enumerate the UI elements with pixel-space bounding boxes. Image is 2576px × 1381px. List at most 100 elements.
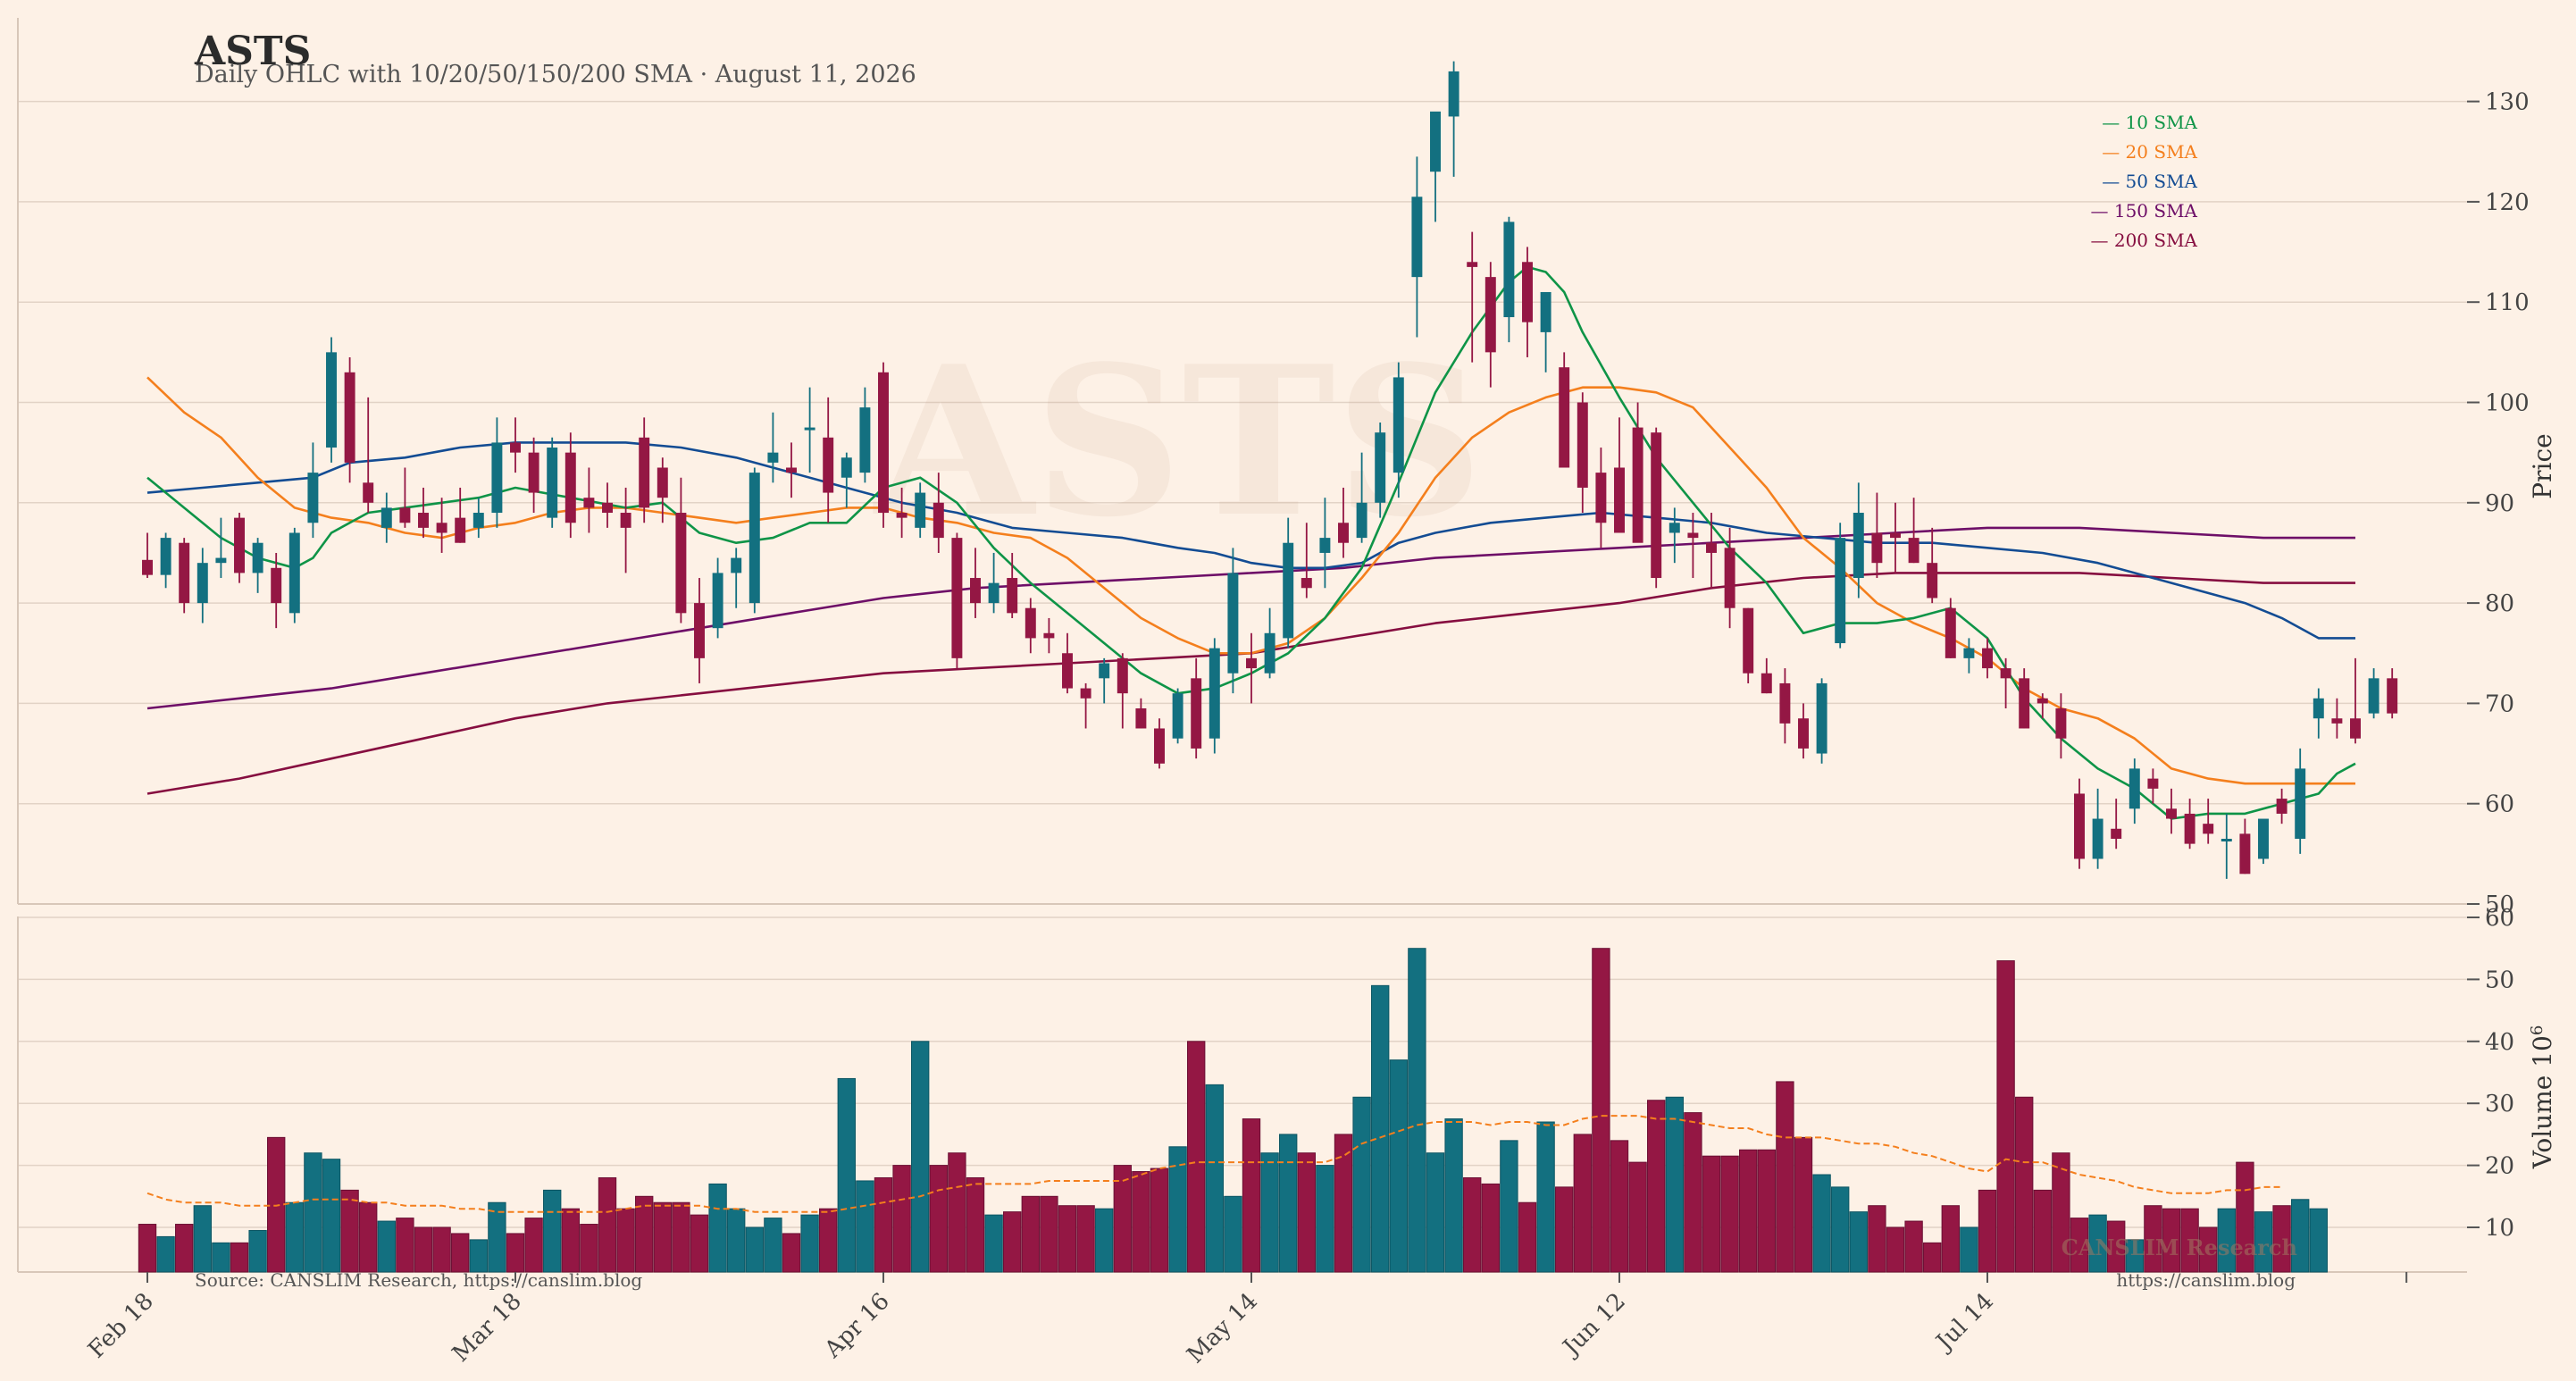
volume-bar xyxy=(1242,1118,1261,1273)
candle-body xyxy=(1375,432,1386,503)
date-tick-label: Apr 16 xyxy=(819,1288,895,1364)
volume-bar xyxy=(782,1233,801,1273)
volume-bar xyxy=(2162,1208,2181,1273)
volume-bar xyxy=(543,1189,562,1273)
volume-bar xyxy=(1003,1211,1022,1273)
volume-bar xyxy=(690,1214,709,1273)
volume-bar xyxy=(1868,1205,1886,1273)
candle-body xyxy=(1890,532,1901,539)
volume-tick-label: 10 xyxy=(2485,1215,2514,1242)
grid-lines xyxy=(18,100,2467,1228)
candle-body xyxy=(1669,523,1680,533)
volume-bar xyxy=(285,1201,304,1273)
volume-bar xyxy=(377,1220,396,1273)
volume-bar xyxy=(451,1233,470,1273)
sma150-line xyxy=(146,526,2355,710)
volume-bar xyxy=(1592,948,1610,1273)
volume-bar xyxy=(248,1229,267,1273)
volume-axis-label-base: Volume 10 xyxy=(2528,1035,2557,1169)
candle-body xyxy=(1595,473,1607,523)
volume-bar xyxy=(1702,1155,1721,1273)
volume-bar xyxy=(1555,1186,1574,1273)
candle-body xyxy=(2239,833,2251,875)
candle-body xyxy=(271,567,282,604)
volume-bar xyxy=(1187,1041,1206,1273)
candle-body xyxy=(436,523,447,533)
candle-body xyxy=(859,407,871,473)
candle-body xyxy=(1191,678,1202,749)
candle-body xyxy=(160,538,171,575)
candle-body xyxy=(399,507,411,523)
volume-bar xyxy=(175,1224,194,1273)
candle-body xyxy=(1117,657,1128,694)
volume-bar xyxy=(469,1239,488,1273)
candle-body xyxy=(528,452,539,493)
volume-bar xyxy=(1371,984,1390,1273)
volume-bar xyxy=(1720,1155,1739,1273)
volume-bar xyxy=(1132,1171,1150,1273)
price-tick-label: 90 xyxy=(2485,490,2514,517)
volume-bar xyxy=(432,1226,451,1273)
volume-bar xyxy=(1426,1152,1445,1273)
candle-body xyxy=(1908,538,1919,564)
volume-bar xyxy=(2015,1096,2034,1273)
volume-bar xyxy=(322,1159,341,1273)
candle-body xyxy=(933,502,944,539)
candle-body xyxy=(1338,523,1349,543)
volume-bar xyxy=(506,1233,525,1273)
volume-bar xyxy=(2291,1199,2310,1273)
volume-bar xyxy=(1886,1226,1905,1273)
volume-bar xyxy=(580,1224,598,1273)
volume-bar xyxy=(1040,1195,1058,1273)
volume-bar xyxy=(874,1176,893,1273)
volume-bar xyxy=(1628,1161,1647,1273)
candle-body xyxy=(2074,793,2085,859)
candle-body xyxy=(731,557,742,573)
candle-body xyxy=(602,502,613,514)
candle-body xyxy=(1632,427,1643,543)
candle-body xyxy=(767,452,779,463)
price-tick-label: 120 xyxy=(2485,189,2530,216)
volume-bar xyxy=(984,1214,1003,1273)
volume-bar xyxy=(2033,1189,2052,1273)
volume-bar xyxy=(2107,1220,2126,1273)
candle-body xyxy=(970,578,981,604)
legend: — 10 SMA — 20 SMA — 50 SMA — 150 SMA — 200 S… xyxy=(2090,112,2197,251)
volume-bar xyxy=(304,1152,322,1273)
volume-bar xyxy=(1996,960,2015,1273)
candle-body xyxy=(1080,688,1091,699)
volume-bar xyxy=(2272,1205,2291,1273)
candle-body xyxy=(1522,262,1533,322)
candle-body xyxy=(179,542,190,604)
candle-body xyxy=(988,582,999,604)
volume-bar xyxy=(1849,1211,1868,1273)
candle-body xyxy=(1356,502,1367,539)
volume-ma-line xyxy=(146,1115,2282,1213)
price-axis-ticks: 50 60 70 80 90 100 110 120 130 xyxy=(2467,89,2530,918)
candle-body xyxy=(749,473,760,604)
volume-bar xyxy=(1978,1189,1997,1273)
candle-body xyxy=(657,467,668,498)
candle-body xyxy=(344,372,355,463)
volume-tick-label: 20 xyxy=(2485,1153,2514,1180)
candle-body xyxy=(712,573,723,629)
volume-bar xyxy=(1904,1220,1923,1273)
volume-bar xyxy=(1573,1134,1592,1273)
volume-bar xyxy=(230,1242,249,1273)
volume-bar xyxy=(1536,1121,1555,1273)
date-tick-label: Mar 18 xyxy=(447,1288,527,1368)
volume-tick-label: 30 xyxy=(2485,1091,2514,1117)
volume-bar xyxy=(1923,1242,1942,1273)
volume-bar xyxy=(2144,1205,2162,1273)
volume-bar xyxy=(1444,1118,1463,1273)
volume-bar xyxy=(1647,1100,1666,1273)
volume-bar xyxy=(1500,1140,1518,1273)
volume-bar xyxy=(1389,1059,1408,1273)
volume-bar xyxy=(1150,1168,1169,1273)
candle-body xyxy=(2313,698,2324,719)
price-tick-label: 100 xyxy=(2485,390,2530,417)
volume-bar xyxy=(598,1176,617,1273)
price-tick-label: 130 xyxy=(2485,89,2530,116)
volume-bar xyxy=(1776,1081,1794,1273)
